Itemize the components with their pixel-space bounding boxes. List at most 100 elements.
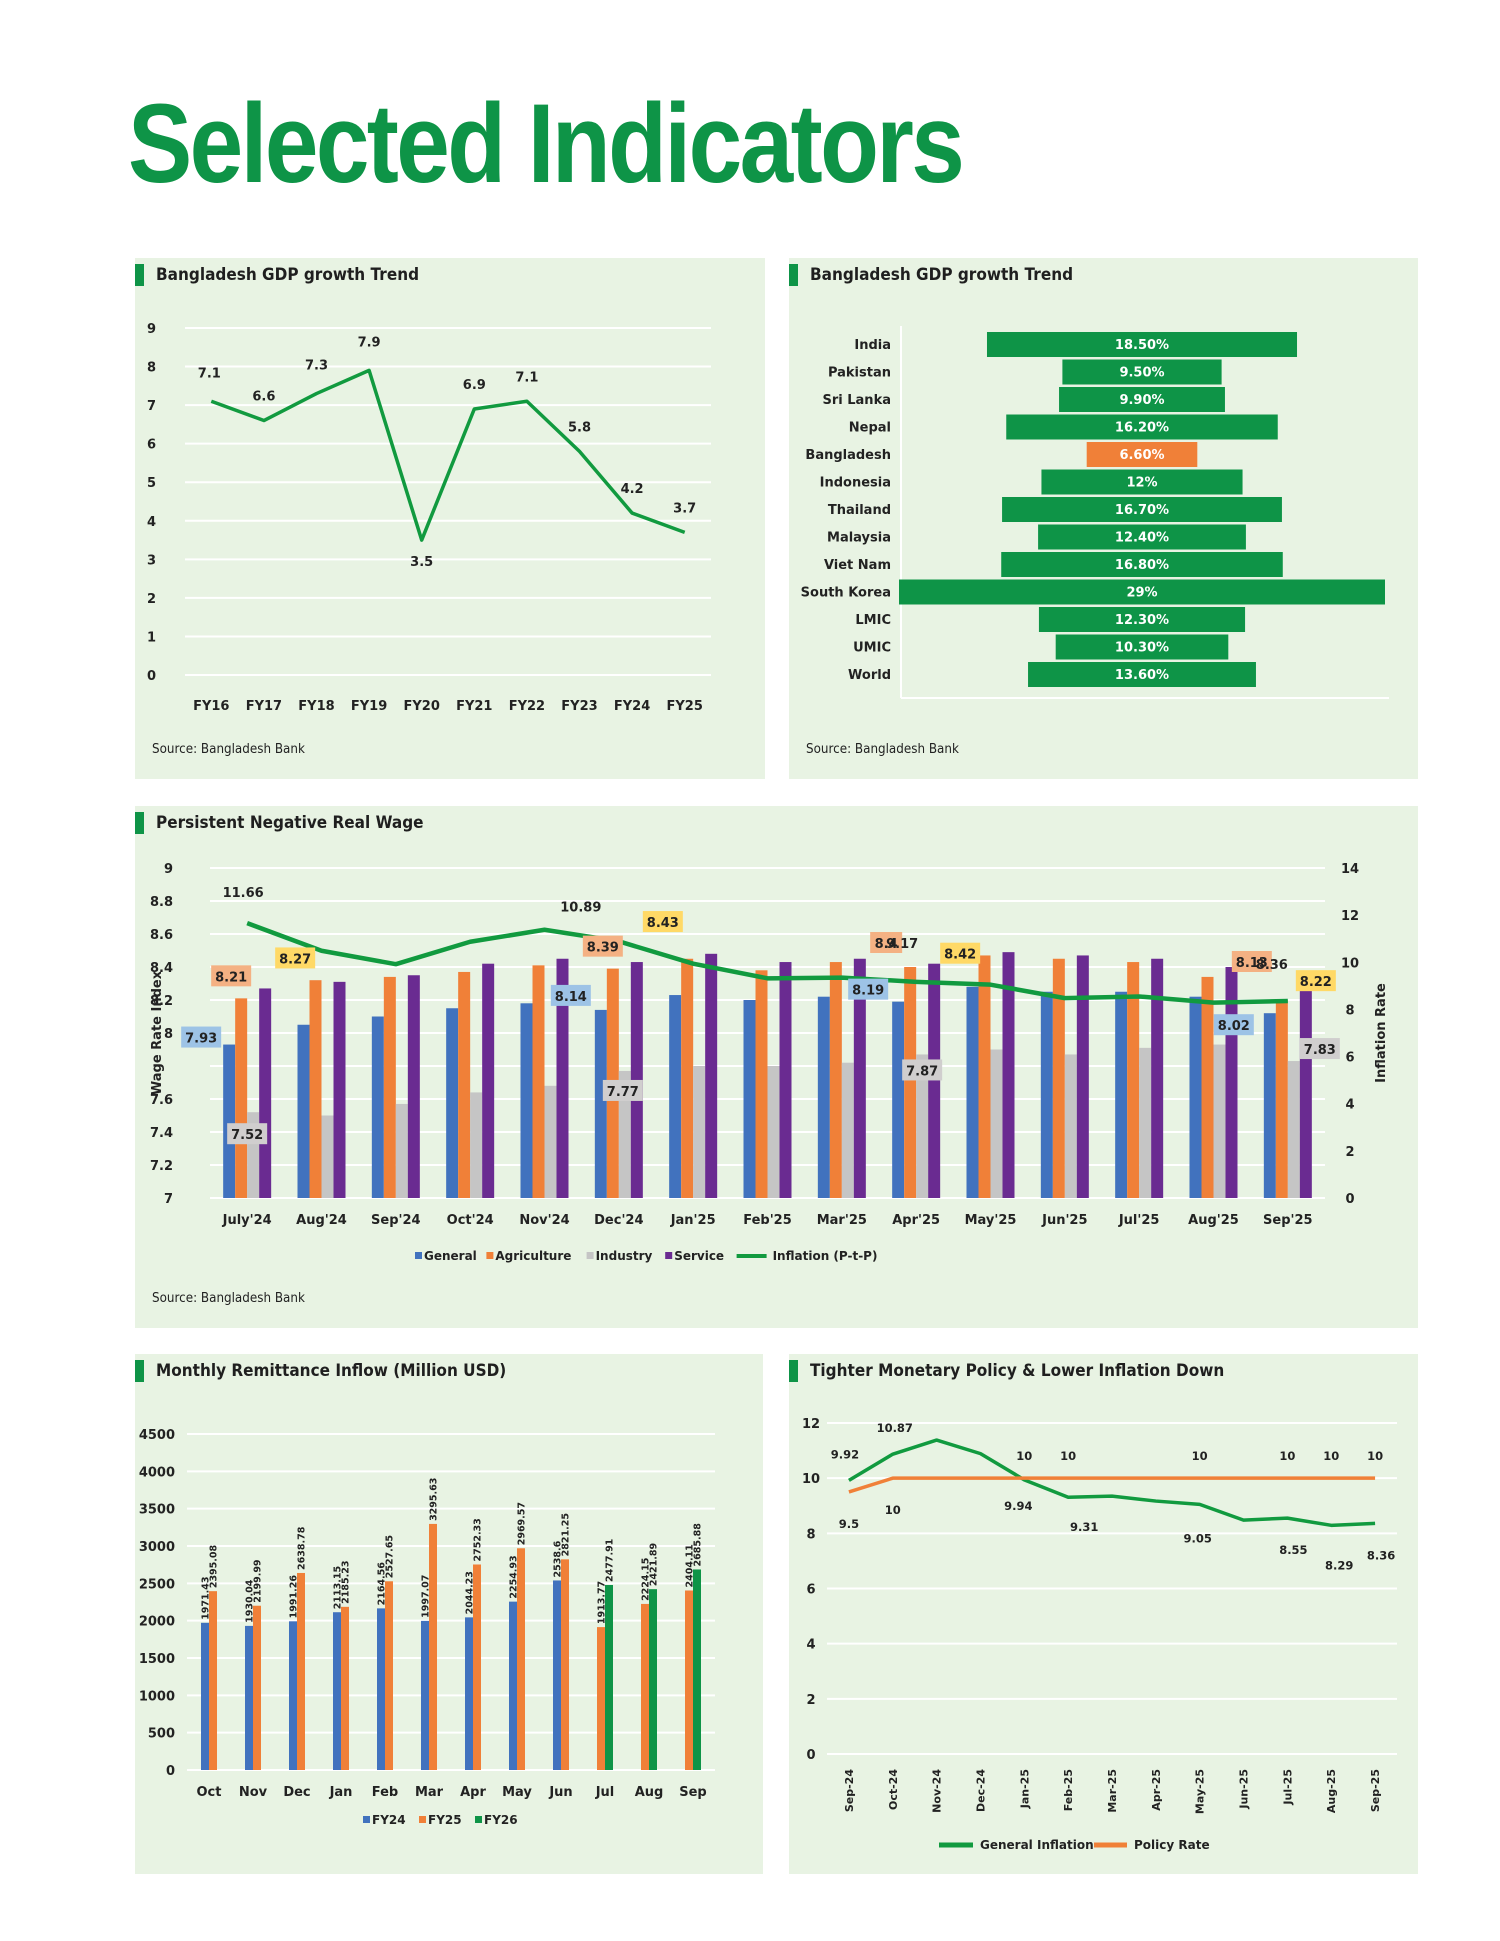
bar-service (1151, 958, 1164, 1198)
y2-tick-label: 14 (1341, 862, 1359, 877)
y-tick-label: 9 (164, 862, 173, 877)
x-tick-label: Sep'24 (371, 1213, 421, 1228)
bar-general (371, 1016, 384, 1198)
bar-value-label: 2164.56 (377, 1562, 388, 1606)
bar-lmic (1038, 607, 1246, 632)
y-tick-label: 7 (147, 399, 156, 414)
bar-value-label: 2044.23 (465, 1571, 476, 1614)
bar-world (1028, 662, 1256, 687)
y2-axis-title: Inflation Rate (1374, 983, 1389, 1083)
y-tick-label: 0 (147, 669, 156, 684)
legend-label: General (424, 1249, 477, 1263)
data-label: 8.27 (279, 952, 311, 967)
bar-industry (544, 1085, 557, 1198)
x-tick-label: FY22 (509, 699, 545, 714)
x-tick-label: Mar'25 (817, 1213, 867, 1228)
panel-title: Persistent Negative Real Wage (156, 813, 424, 833)
bar-fy26 (649, 1589, 657, 1770)
bar-value-label: 12% (1126, 476, 1157, 491)
bar-industry (1139, 1047, 1152, 1198)
data-label: 7.52 (231, 1128, 263, 1143)
bar-value-label: 6.60% (1119, 448, 1164, 463)
y-tick-label: 3000 (139, 1540, 175, 1555)
policy-rate-line (848, 1476, 1376, 1494)
y-tick-label: 4000 (139, 1465, 175, 1480)
legend-swatch-service (665, 1252, 673, 1259)
data-label: 7.77 (607, 1085, 639, 1100)
y-tick-label: 8.6 (150, 928, 173, 943)
x-tick-label: May-25 (1194, 1769, 1207, 1814)
x-tick-label: Aug (635, 1785, 664, 1800)
bar-service (407, 975, 420, 1198)
bar-fy25 (297, 1572, 305, 1770)
y-tick-label: 6 (147, 438, 156, 453)
data-label: 7.93 (185, 1032, 217, 1047)
data-label-box (275, 947, 316, 969)
bar-fy24 (377, 1608, 385, 1770)
bar-general (223, 1044, 236, 1198)
bar-general (669, 995, 682, 1198)
y2-tick-label: 0 (1345, 1192, 1354, 1207)
legend-swatch-fy24 (363, 1816, 370, 1823)
bar-pakistan (1062, 359, 1222, 385)
x-tick-label: Dec'24 (594, 1213, 643, 1228)
title-accent-bar (135, 812, 144, 834)
bar-fy25 (385, 1581, 393, 1770)
x-tick-label: Sep-25 (1369, 1769, 1382, 1812)
category-label: Sri Lanka (823, 393, 892, 408)
y2-tick-label: 2 (1345, 1145, 1354, 1160)
bar-value-label: 29% (1126, 586, 1157, 601)
inflation-data-label: 8.55 (1279, 1543, 1307, 1557)
data-label-box (582, 935, 623, 957)
y-tick-label: 3 (147, 553, 156, 568)
bar-general (817, 996, 830, 1198)
bar-india (986, 332, 1298, 357)
bar-viet-nam (1001, 552, 1283, 577)
bar-fy24 (333, 1612, 341, 1770)
inflation-data-label: 9.05 (1184, 1531, 1212, 1545)
y-tick-label: 8.2 (150, 994, 173, 1009)
source-note: Source: Bangladesh Bank (152, 742, 305, 757)
y-tick-label: 3500 (139, 1503, 175, 1518)
legend-swatch-fy26 (475, 1816, 482, 1823)
y-axis-title: Wage Rate Index (150, 970, 165, 1095)
bar-agriculture (681, 958, 694, 1198)
bar-service (1299, 985, 1312, 1198)
data-label-box (1231, 951, 1272, 972)
bar-value-label: 1997.07 (421, 1575, 432, 1618)
data-label: 7.1 (198, 366, 221, 381)
category-label: Viet Nam (824, 558, 891, 573)
inflation-data-label: 10.89 (560, 900, 601, 915)
x-tick-label: Nov (239, 1785, 268, 1800)
x-tick-label: Aug'25 (1188, 1213, 1239, 1228)
data-label: 8.21 (215, 970, 247, 985)
category-label: Nepal (849, 421, 891, 436)
bar-general (892, 1001, 905, 1198)
data-label-box (181, 1026, 222, 1048)
x-tick-label: FY16 (193, 699, 229, 714)
bar-agriculture (1127, 962, 1140, 1198)
inflation-line (246, 921, 1288, 1005)
data-label: 8.42 (944, 948, 976, 963)
category-label: India (854, 338, 891, 353)
inflation-data-label: 8.36 (1367, 1548, 1395, 1562)
data-label-box (940, 942, 981, 964)
bar-fy24 (201, 1622, 209, 1770)
y-tick-label: 1 (147, 630, 156, 645)
x-tick-label: Oct-24 (887, 1769, 900, 1810)
x-tick-label: Jun (548, 1785, 572, 1800)
bar-agriculture (309, 980, 322, 1198)
bar-sri-lanka (1059, 387, 1225, 412)
x-tick-label: Nov-24 (931, 1769, 944, 1813)
bar-south-korea (899, 579, 1385, 605)
x-tick-label: Jun'25 (1041, 1213, 1087, 1228)
bar-service (705, 953, 718, 1198)
y-tick-label: 0 (806, 1748, 815, 1763)
x-tick-label: FY18 (298, 699, 334, 714)
bar-general (594, 1009, 607, 1198)
x-tick-label: Apr (460, 1785, 486, 1800)
data-label: 8.14 (555, 990, 587, 1005)
y2-tick-label: 8 (1345, 1003, 1354, 1018)
panel-title: Monthly Remittance Inflow (Million USD) (156, 1361, 507, 1381)
bar-industry (693, 1066, 706, 1198)
